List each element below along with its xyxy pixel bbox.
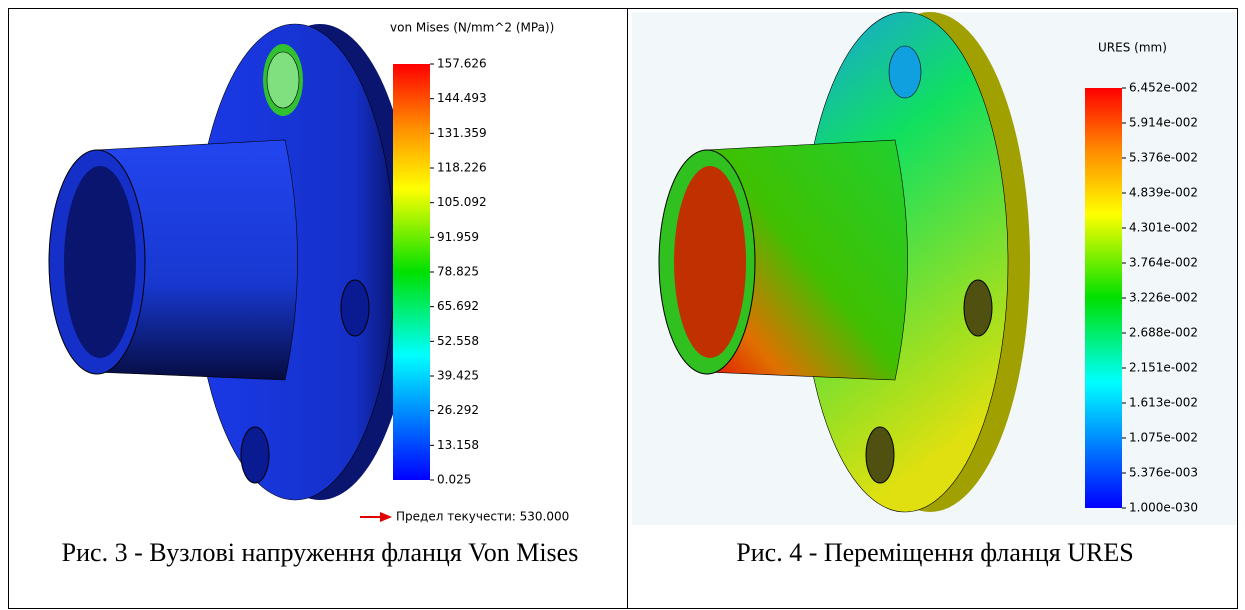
legend-tick-label: 65.692	[437, 299, 479, 313]
legend-tick-label: 6.452e-002	[1129, 81, 1198, 95]
legend-tick-label: 2.151e-002	[1129, 361, 1198, 375]
legend-tick-label: 4.301e-002	[1129, 221, 1198, 235]
legend-tick-label: 4.839e-002	[1129, 186, 1198, 200]
legend-tick-label: 157.626	[437, 57, 487, 71]
legend-tick-label: 3.764e-002	[1129, 256, 1198, 270]
caption: Рис. 4 - Переміщення фланця URES	[640, 538, 1230, 568]
caption: Рис. 3 - Вузлові напруження фланця Von M…	[40, 538, 600, 568]
legend-tick-label: 13.158	[437, 438, 479, 452]
legend-tick-label: 118.226	[437, 161, 487, 175]
legend-tick-label: 39.425	[437, 369, 479, 383]
legend-tick-label: 91.959	[437, 230, 479, 244]
legend-tick-label: 5.376e-003	[1129, 466, 1198, 480]
legend-tick-label: 1.000e-030	[1129, 501, 1198, 515]
color-bar	[393, 64, 430, 480]
legend-tick-label: 131.359	[437, 126, 487, 140]
legend-tick-label: 144.493	[437, 91, 487, 105]
color-bar	[1085, 88, 1122, 508]
figures: von Mises (N/mm^2 (MPa)) 157.626 144.493 13…	[0, 0, 1245, 530]
legend-tick-label: 2.688e-002	[1129, 326, 1198, 340]
legend-tick-label: 0.025	[437, 473, 471, 487]
legend-tick-label: 105.092	[437, 195, 487, 209]
legend-title: URES (mm)	[1098, 41, 1167, 55]
legend-tick-label: 78.825	[437, 265, 479, 279]
yield-note: Предел текучести: 530.000	[396, 510, 569, 524]
legend-tick-label: 1.075e-002	[1129, 431, 1198, 445]
yield-arrowhead	[380, 512, 392, 522]
legend-tick-label: 3.226e-002	[1129, 291, 1198, 305]
legend-tick-label: 52.558	[437, 334, 479, 348]
flange-von-mises	[49, 24, 415, 500]
legend-tick-label: 5.376e-002	[1129, 151, 1198, 165]
legend-tick-label: 26.292	[437, 403, 479, 417]
page: von Mises (N/mm^2 (MPa)) 157.626 144.493 13…	[0, 0, 1245, 610]
legend-tick-label: 1.613e-002	[1129, 396, 1198, 410]
legend-tick-label: 5.914e-002	[1129, 116, 1198, 130]
legend-title: von Mises (N/mm^2 (MPa))	[390, 21, 554, 35]
